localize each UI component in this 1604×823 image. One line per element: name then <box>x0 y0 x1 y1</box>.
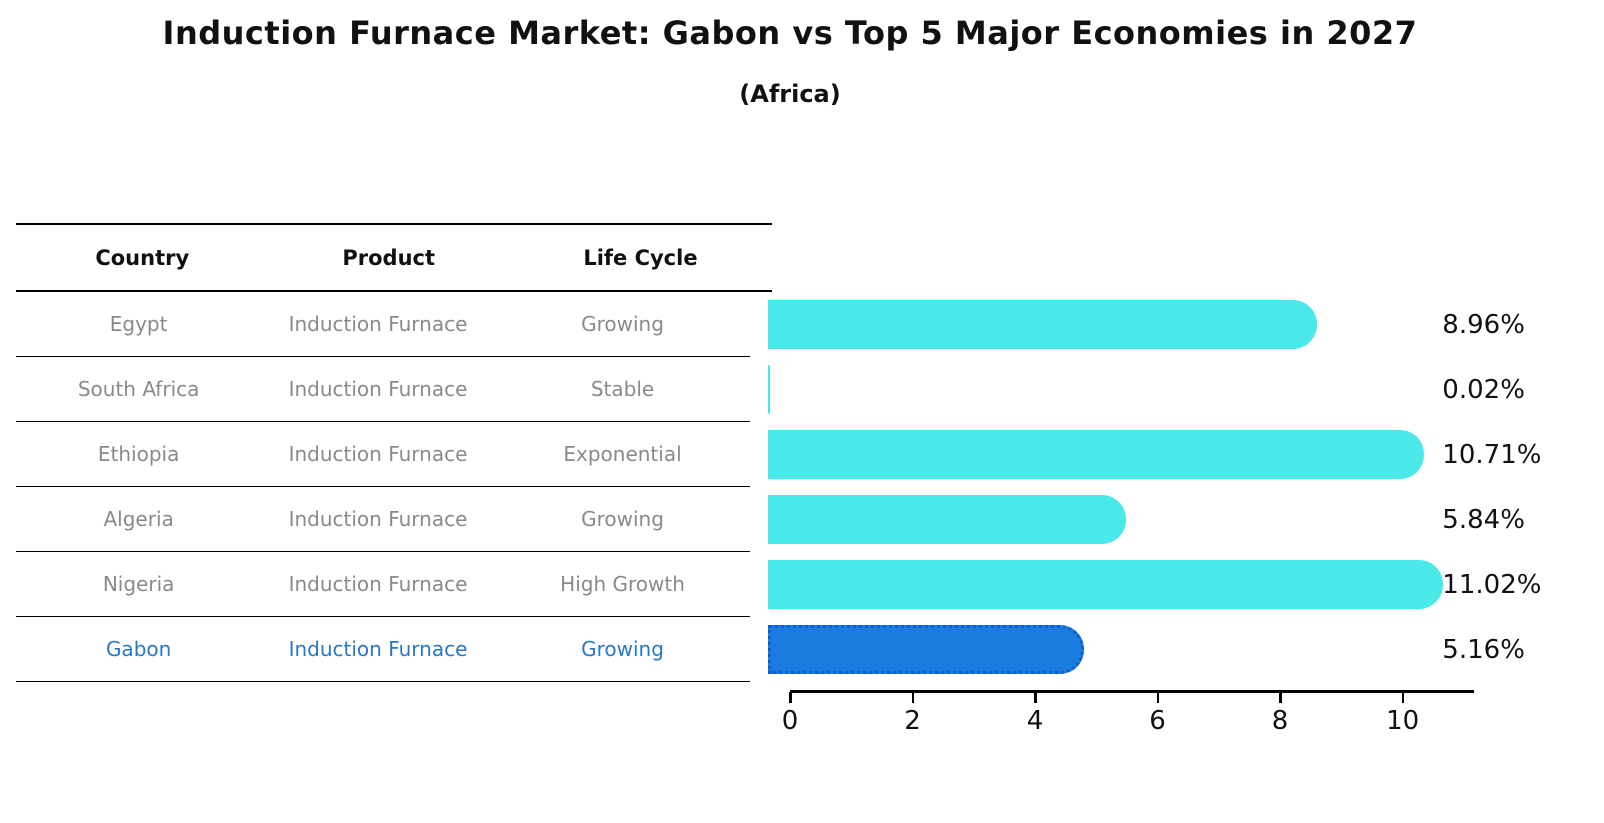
bar-value-label: 5.16% <box>1442 634 1525 665</box>
bar-south-africa <box>767 365 770 414</box>
table-row-cells: Ethiopia Induction Furnace Exponential <box>16 422 751 487</box>
cell-country: Egypt <box>109 312 168 336</box>
bar-value-label: 0.02% <box>1442 374 1525 405</box>
table-row: Egypt Induction Furnace Growing 8.96% <box>16 292 1588 357</box>
cell-country: Ethiopia <box>97 442 180 466</box>
bar-algeria <box>767 495 1126 544</box>
cell-product: Induction Furnace <box>288 312 468 336</box>
table-row: Ethiopia Induction Furnace Exponential 10.7… <box>16 422 1588 487</box>
x-tick-mark <box>1156 692 1160 703</box>
header-product: Product <box>342 245 436 270</box>
table-header-row: Country Product Life Cycle <box>16 223 1588 292</box>
table-plot-gap <box>750 487 767 552</box>
x-axis-line <box>790 690 1474 693</box>
cell-product: Induction Furnace <box>288 507 468 531</box>
x-tick-label: 10 <box>1386 706 1420 736</box>
chart-subtitle: (Africa) <box>739 80 841 108</box>
cell-life-cycle: Growing <box>581 637 664 661</box>
cell-country: Gabon <box>105 637 172 661</box>
bar-value-label: 8.96% <box>1442 309 1525 340</box>
x-tick-mark <box>789 692 792 703</box>
cell-life-cycle: Growing <box>581 507 664 531</box>
table-row: Nigeria Induction Furnace High Growth 11.02… <box>16 552 1588 617</box>
cell-country: Algeria <box>103 507 174 531</box>
table-plot-gap <box>772 223 790 292</box>
header-life-cycle: Life Cycle <box>583 245 698 270</box>
table-row-cells: South Africa Induction Furnace Stable <box>16 357 751 422</box>
cell-life-cycle: Growing <box>581 312 664 336</box>
cell-country: Nigeria <box>102 572 175 596</box>
table-row-cells: Egypt Induction Furnace Growing <box>16 292 751 357</box>
bar-track <box>767 292 1429 357</box>
table-row-cells: Gabon Induction Furnace Growing <box>16 617 751 682</box>
x-tick-label: 0 <box>781 706 799 736</box>
cell-product: Induction Furnace <box>288 637 468 661</box>
bar-value-label: 10.71% <box>1442 439 1542 470</box>
x-tick-mark <box>1034 692 1037 703</box>
bar-track <box>767 552 1443 617</box>
bar-track <box>767 357 1429 422</box>
table-plot-gap <box>750 422 767 487</box>
bar-gabon <box>767 625 1084 674</box>
cell-product: Induction Furnace <box>288 377 468 401</box>
table-plot-gap <box>750 357 767 422</box>
cell-life-cycle: High Growth <box>560 572 685 596</box>
cell-country: South Africa <box>77 377 200 401</box>
bar-egypt <box>767 300 1317 349</box>
x-tick-label: 8 <box>1271 706 1289 736</box>
table-body: Egypt Induction Furnace Growing 8.96% South … <box>16 292 1588 682</box>
chart-title: Induction Furnace Market: Gabon vs Top 5… <box>162 14 1418 52</box>
table-plot-gap <box>750 552 767 617</box>
table-row: Algeria Induction Furnace Growing 5.84% <box>16 487 1588 552</box>
bar-track <box>767 422 1429 487</box>
x-tick-label: 4 <box>1026 706 1044 736</box>
x-tick-mark <box>1279 692 1282 703</box>
x-tick-label: 6 <box>1149 706 1166 736</box>
bar-value-label: 5.84% <box>1442 504 1525 535</box>
table-row-cells: Algeria Induction Furnace Growing <box>16 487 751 552</box>
cell-life-cycle: Exponential <box>563 442 682 466</box>
x-tick-mark <box>1401 692 1405 703</box>
cell-product: Induction Furnace <box>288 442 468 466</box>
table-plot-gap <box>750 292 767 357</box>
x-axis: 0 2 4 6 8 10 <box>782 690 1474 750</box>
x-tick-label: 2 <box>904 706 921 736</box>
table-plot-gap <box>750 617 767 682</box>
bar-track <box>767 617 1429 682</box>
cell-product: Induction Furnace <box>288 572 468 596</box>
table-and-bars: Country Product Life Cycle Egypt Inductio… <box>16 223 1588 682</box>
x-tick-mark <box>911 692 915 703</box>
bar-track <box>767 487 1429 552</box>
table-row: South Africa Induction Furnace Stable 0.02% <box>16 357 1588 422</box>
bar-ethiopia <box>767 430 1424 479</box>
bar-value-label: 11.02% <box>1442 569 1542 600</box>
table-header: Country Product Life Cycle <box>16 223 772 292</box>
table-row-cells: Nigeria Induction Furnace High Growth <box>16 552 751 617</box>
header-country: Country <box>95 245 190 270</box>
bar-nigeria <box>767 560 1443 609</box>
table-row: Gabon Induction Furnace Growing 5.16% <box>16 617 1588 682</box>
cell-life-cycle: Stable <box>590 377 655 401</box>
